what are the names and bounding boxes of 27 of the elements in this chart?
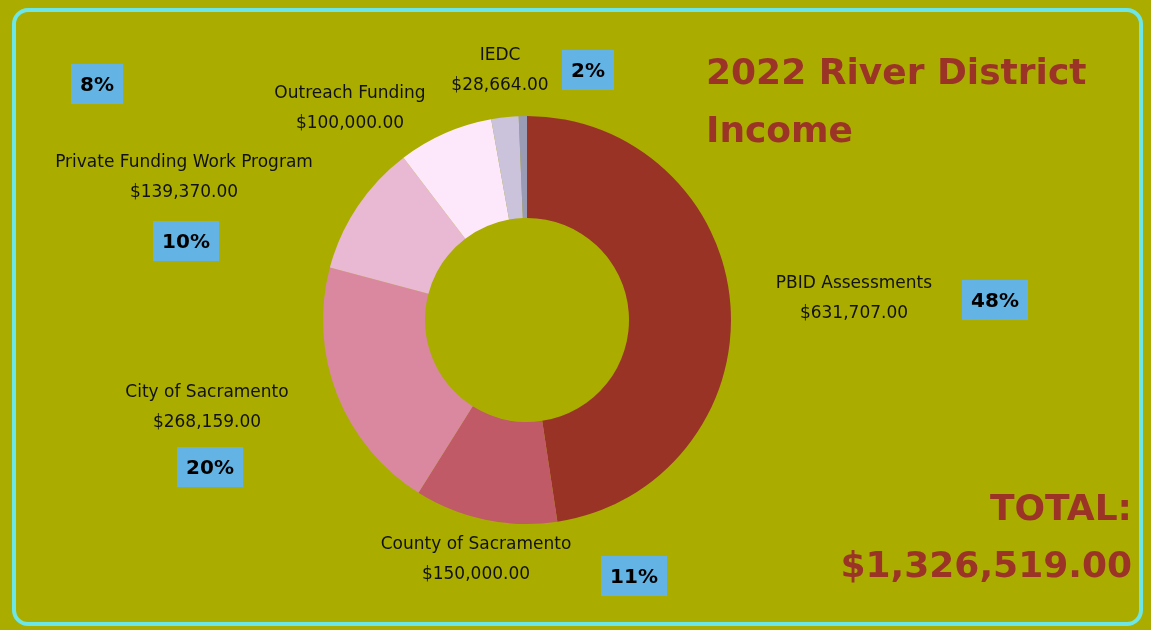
text: 8% — [80, 72, 114, 96]
data-label: $100,000.00 — [295, 112, 405, 132]
data-label: $268,159.00 — [152, 411, 262, 431]
text: 11% — [610, 564, 658, 588]
data-label: $139,370.00 — [129, 181, 239, 201]
slice-label: County of Sacramento — [380, 533, 572, 553]
donut-slice — [403, 119, 510, 239]
donut-slice — [329, 157, 466, 294]
slice-label: Private Funding Work Program — [55, 151, 313, 171]
slice-label: City of Sacramento — [125, 381, 289, 401]
slice-label: PBID Assessments — [775, 272, 933, 292]
slice-label: Outreach Funding — [274, 82, 426, 102]
donut-slice — [491, 116, 523, 220]
donut-slice — [518, 116, 527, 219]
text: 2% — [571, 58, 605, 82]
data-label: $28,664.00 — [451, 74, 549, 94]
data-label: $150,000.00 — [421, 563, 531, 583]
text: 2022 River District Income — [706, 51, 1087, 150]
text: 48% — [971, 288, 1019, 312]
data-label: $631,707.00 — [799, 302, 909, 322]
slice-label: IEDC — [479, 44, 521, 64]
text: 10% — [162, 229, 210, 253]
donut-slice — [418, 406, 558, 524]
text: 20% — [186, 455, 234, 479]
donut-slice — [323, 267, 473, 493]
text: TOTAL: — [989, 487, 1132, 528]
text: $1,326,519.00 — [840, 544, 1132, 585]
